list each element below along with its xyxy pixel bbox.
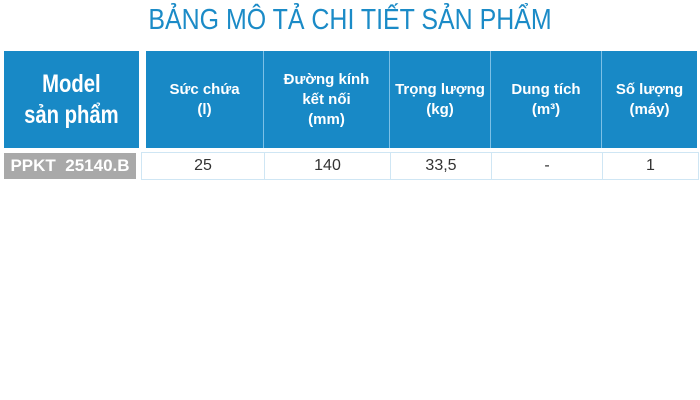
header-line: (m³) [531, 100, 561, 118]
cell-quantity: 1 [646, 157, 655, 174]
header-line: Số lượng [615, 80, 684, 98]
header-volume: Dung tích (m³) [491, 51, 602, 148]
header-line: kết nối [302, 90, 351, 108]
cell-volume: - [492, 153, 603, 179]
header-weight: Trọng lượng (kg) [390, 51, 491, 148]
spec-header-row: Sức chứa (l) Đường kính kết nối (mm) Trọng … [146, 51, 697, 148]
header-line: (l) [197, 100, 212, 118]
cell-capacity: 25 [142, 153, 265, 179]
header-line: (kg) [426, 100, 454, 118]
header-line: (mm) [308, 110, 345, 128]
model-column-header: Model sản phẩm [4, 51, 139, 148]
page-title: BẢNG MÔ TẢ CHI TIẾT SẢN PHẨM [148, 4, 552, 36]
model-header-line: Model [42, 69, 101, 98]
header-quantity: Số lượng (máy) [602, 51, 697, 148]
table-row: 25 140 33,5 - 1 [141, 152, 699, 180]
header-line: Trọng lượng [395, 80, 485, 98]
model-header-line: sản phẩm [24, 100, 119, 129]
header-capacity: Sức chứa (l) [146, 51, 264, 148]
header-line: Đường kính [283, 70, 370, 88]
model-cell: PPKT 25140.B [4, 153, 136, 179]
cell-connection-diameter: 140 [265, 153, 391, 179]
header-line: Dung tích [511, 80, 581, 98]
header-line: (máy) [629, 100, 670, 118]
header-line: Sức chứa [169, 80, 240, 98]
cell-weight: 33,5 [391, 153, 492, 179]
header-connection-diameter: Đường kính kết nối (mm) [264, 51, 390, 148]
